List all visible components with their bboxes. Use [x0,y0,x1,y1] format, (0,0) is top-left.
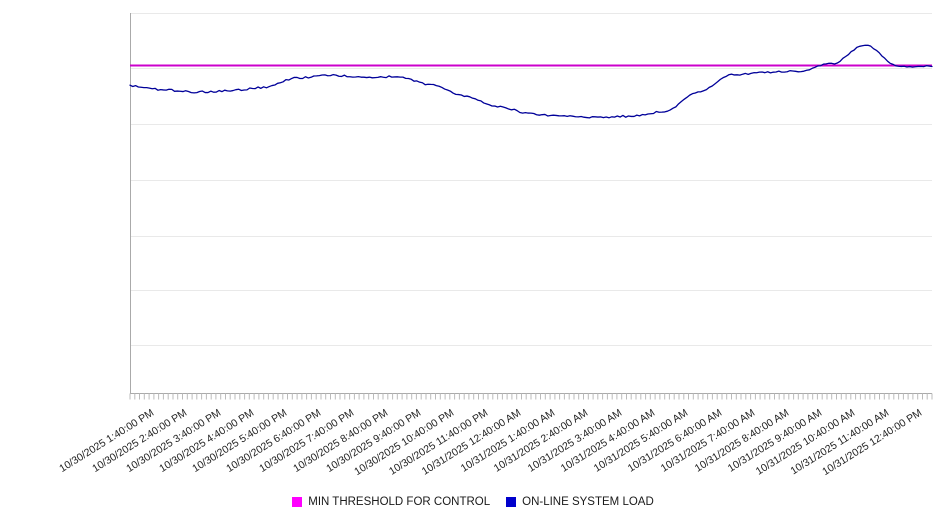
legend-swatch-blue [506,497,517,507]
legend-item-min-threshold-for-control[interactable]: MIN THRESHOLD FOR CONTROL [292,496,490,508]
chart-legend: MIN THRESHOLD FOR CONTROL ON-LINE SYSTEM… [0,496,946,508]
legend-label-on-line-system-load: ON-LINE SYSTEM LOAD [522,496,654,508]
plot-background [130,13,932,393]
x-axis-tick-marks [129,393,933,400]
legend-label-min-threshold-for-control: MIN THRESHOLD FOR CONTROL [308,496,491,508]
horizontal-gridlines [130,13,932,346]
legend-swatch-magenta [292,497,303,507]
legend-item-on-line-system-load[interactable]: ON-LINE SYSTEM LOAD [506,496,654,508]
series-line-on-line-system-load [129,44,933,119]
